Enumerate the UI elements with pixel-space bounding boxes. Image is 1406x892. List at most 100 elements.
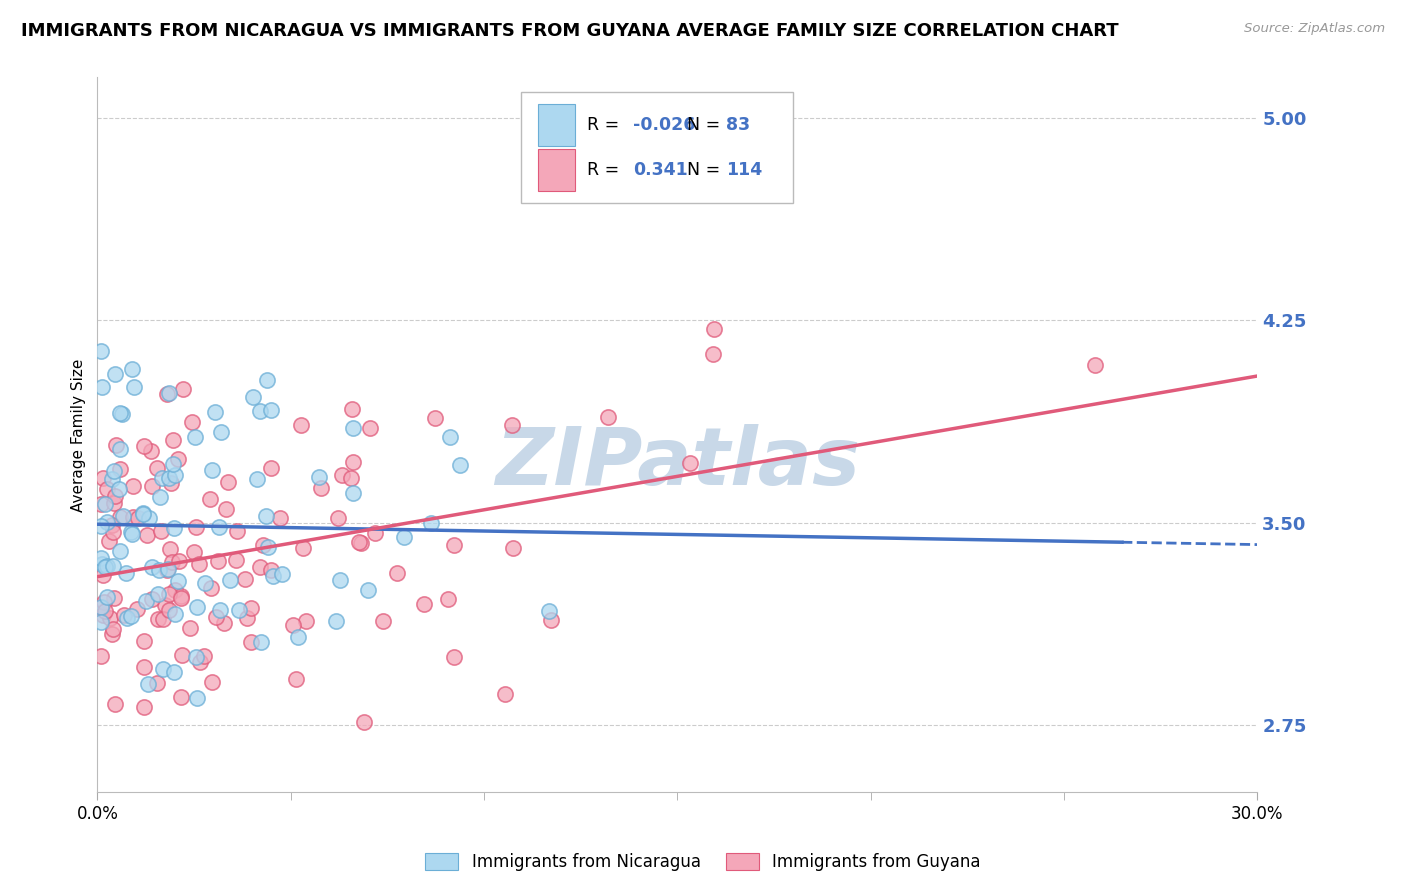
Point xyxy=(330,468,353,483)
Point xyxy=(90,649,112,664)
Point xyxy=(108,482,131,496)
Point xyxy=(340,471,363,485)
Point xyxy=(392,530,415,544)
Point xyxy=(328,573,350,587)
Point xyxy=(340,402,363,417)
Point xyxy=(166,452,188,467)
Point xyxy=(121,509,143,524)
Point xyxy=(120,608,142,623)
Text: 0.341: 0.341 xyxy=(633,161,688,179)
Point xyxy=(115,611,138,625)
Point xyxy=(122,479,145,493)
Point xyxy=(215,501,238,516)
Point xyxy=(233,573,256,587)
Point xyxy=(132,506,155,520)
Point xyxy=(163,521,186,535)
Point xyxy=(208,603,231,617)
FancyBboxPatch shape xyxy=(520,92,793,202)
Point xyxy=(170,589,193,603)
Point xyxy=(91,608,114,623)
Point xyxy=(98,533,121,548)
Text: -0.026: -0.026 xyxy=(633,116,696,135)
Point xyxy=(347,535,370,549)
Point xyxy=(412,597,434,611)
Point xyxy=(350,536,373,550)
Text: N =: N = xyxy=(686,116,720,135)
Point xyxy=(184,430,207,444)
Point xyxy=(110,544,132,558)
Point xyxy=(250,635,273,649)
Point xyxy=(256,541,278,555)
Point xyxy=(103,559,125,574)
Point xyxy=(91,380,114,394)
Point xyxy=(260,563,283,577)
Point xyxy=(94,497,117,511)
Point xyxy=(96,591,118,605)
Point xyxy=(152,662,174,676)
Point xyxy=(225,552,247,566)
Point xyxy=(103,591,125,605)
Point xyxy=(91,567,114,582)
Point xyxy=(159,541,181,556)
Point xyxy=(364,526,387,541)
Point xyxy=(419,516,441,530)
Point xyxy=(141,560,163,574)
Point xyxy=(101,518,124,533)
Text: N =: N = xyxy=(686,161,720,179)
Point xyxy=(181,415,204,429)
Point xyxy=(146,461,169,475)
Point xyxy=(152,612,174,626)
Point xyxy=(598,409,620,424)
Point xyxy=(163,582,186,597)
Point xyxy=(537,604,560,618)
Point xyxy=(209,425,232,439)
Point xyxy=(110,408,132,422)
Point xyxy=(186,650,208,665)
Point xyxy=(160,555,183,569)
Point xyxy=(104,489,127,503)
Point xyxy=(207,554,229,568)
Point xyxy=(284,672,307,686)
Point xyxy=(423,411,446,425)
Point xyxy=(163,665,186,680)
Point xyxy=(208,520,231,534)
Point xyxy=(90,497,112,511)
Point xyxy=(172,648,194,662)
Point xyxy=(112,607,135,622)
Point xyxy=(186,691,208,706)
Point xyxy=(226,524,249,538)
Point xyxy=(170,690,193,705)
Point xyxy=(141,591,163,606)
Point xyxy=(163,467,186,482)
Point xyxy=(157,587,180,601)
Y-axis label: Average Family Size: Average Family Size xyxy=(72,359,86,511)
Point xyxy=(103,697,125,711)
Point xyxy=(252,538,274,552)
Point xyxy=(165,607,187,621)
Point xyxy=(501,417,523,432)
Point xyxy=(148,612,170,626)
Point xyxy=(235,611,257,625)
Point xyxy=(702,347,724,361)
FancyBboxPatch shape xyxy=(538,104,575,146)
Point xyxy=(170,591,193,605)
Point xyxy=(104,438,127,452)
Point xyxy=(172,383,194,397)
Point xyxy=(104,367,127,381)
Point xyxy=(214,615,236,630)
Point xyxy=(135,594,157,608)
Point xyxy=(101,524,124,539)
Point xyxy=(157,470,180,484)
Point xyxy=(169,554,191,568)
Point xyxy=(139,443,162,458)
Point xyxy=(183,545,205,559)
Point xyxy=(134,700,156,714)
Point xyxy=(108,509,131,524)
Point xyxy=(201,463,224,477)
Point xyxy=(249,404,271,418)
Point xyxy=(188,558,211,572)
Text: ZIPatlas: ZIPatlas xyxy=(495,425,860,502)
Text: Source: ZipAtlas.com: Source: ZipAtlas.com xyxy=(1244,22,1385,36)
Point xyxy=(138,511,160,525)
Point xyxy=(200,581,222,595)
